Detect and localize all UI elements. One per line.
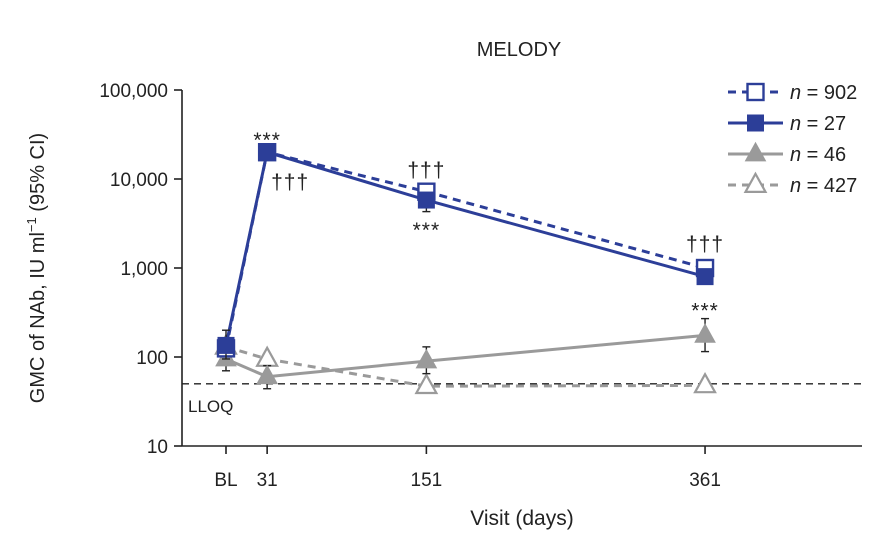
data-point xyxy=(696,268,714,286)
legend-marker xyxy=(747,114,764,132)
legend-label-n: n xyxy=(790,175,801,197)
legend-marker xyxy=(746,82,765,102)
annotation: ††† xyxy=(407,159,445,182)
y-tick-label: 10 xyxy=(147,437,168,458)
annotation: ††† xyxy=(271,171,309,194)
y-axis-label: GMC of NAb, IU ml−1 (95% CI) xyxy=(24,133,49,403)
y-tick-label: 10,000 xyxy=(110,170,168,191)
legend-label-value: = 27 xyxy=(801,113,846,135)
legend-label-value: = 46 xyxy=(801,144,846,166)
data-point xyxy=(256,364,278,385)
lloq-label: LLOQ xyxy=(188,397,233,416)
legend-label: n = 27 xyxy=(790,113,846,135)
chart-title: MELODY xyxy=(477,39,561,61)
annotation: *** xyxy=(413,219,441,242)
data-point xyxy=(694,323,716,343)
annotation: *** xyxy=(691,299,719,322)
x-tick-label: BL xyxy=(214,470,237,491)
series-line xyxy=(225,333,706,379)
data-point xyxy=(217,336,235,354)
data-point xyxy=(693,371,717,394)
legend-label-n: n xyxy=(790,82,801,104)
x-axis-label: Visit (days) xyxy=(470,507,573,530)
y-axis-label-main: GMC of NAb, IU ml xyxy=(27,232,49,403)
data-point xyxy=(414,372,439,395)
y-axis-label-sup: −1 xyxy=(24,217,39,232)
legend-marker xyxy=(743,171,768,193)
legend-label: n = 46 xyxy=(790,144,846,166)
y-axis-label-suffix: (95% CI) xyxy=(27,133,49,217)
annotation: ††† xyxy=(686,233,724,256)
series-line xyxy=(224,150,706,346)
data-point xyxy=(258,143,276,161)
y-tick-label: 100,000 xyxy=(99,81,168,102)
legend-label-n: n xyxy=(790,144,801,166)
legend-label-n: n xyxy=(790,113,801,135)
plot-area: 10 100 1,000 10,000 100,000 BL 31 151 361 LLOQ ***… xyxy=(99,81,862,491)
legend-label: n = 902 xyxy=(790,82,857,104)
x-tick-label: 361 xyxy=(689,470,721,491)
series-line xyxy=(225,345,706,388)
annotation: *** xyxy=(253,129,281,152)
data-point xyxy=(417,191,435,209)
y-tick-label: 100 xyxy=(136,348,168,369)
x-tick-label: 151 xyxy=(411,470,443,491)
legend-label-value: = 902 xyxy=(801,82,857,104)
legend-label: n = 427 xyxy=(790,175,857,197)
y-tick-label: 1,000 xyxy=(120,259,168,280)
legend-label-value: = 427 xyxy=(801,175,857,197)
data-point xyxy=(415,348,438,369)
x-tick-label: 31 xyxy=(257,470,278,491)
legend-marker xyxy=(744,141,767,162)
